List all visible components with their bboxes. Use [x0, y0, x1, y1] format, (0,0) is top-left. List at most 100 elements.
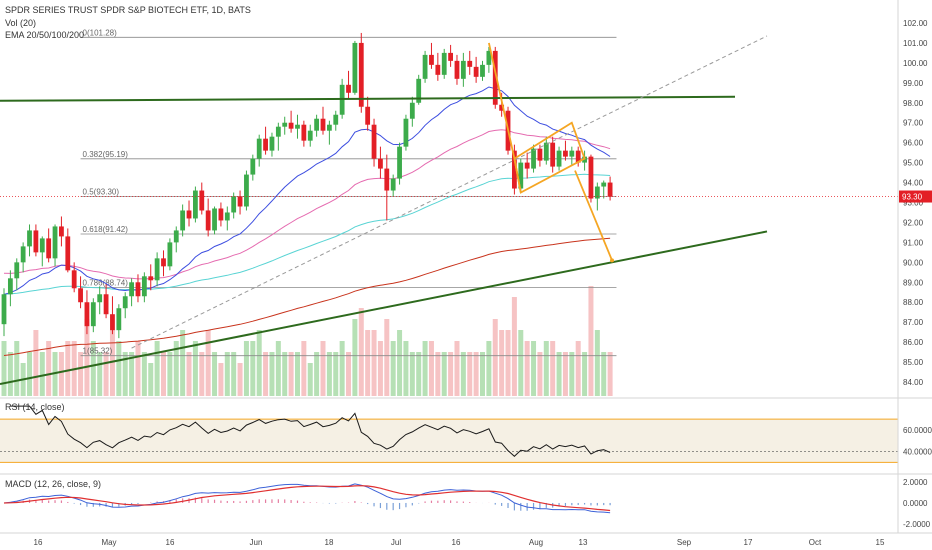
- volume-bar: [339, 341, 345, 396]
- volume-bar: [269, 352, 275, 396]
- candle-body: [492, 50, 498, 105]
- volume-bar: [524, 341, 530, 396]
- candle-body: [601, 182, 607, 187]
- candle-body: [90, 302, 96, 327]
- volume-bar: [543, 341, 549, 396]
- candle-body: [409, 102, 415, 119]
- candle-body: [524, 162, 530, 169]
- fib-level-label: 0(101.28): [83, 28, 118, 37]
- volume-bar: [148, 363, 154, 396]
- volume-bar: [594, 330, 600, 396]
- volume-bar: [33, 330, 39, 396]
- candle-body: [314, 118, 320, 131]
- volume-bar: [256, 330, 262, 396]
- volume-bar: [1, 341, 7, 396]
- volume-bar: [78, 352, 84, 396]
- candle-body: [518, 162, 524, 189]
- candle-body: [480, 64, 485, 77]
- candle-body: [333, 114, 339, 125]
- candle-body: [569, 150, 575, 157]
- volume-bar: [448, 352, 454, 396]
- volume-bar: [231, 352, 237, 396]
- macd-tick-label: -2.0000: [903, 520, 931, 529]
- candle-body: [352, 42, 358, 93]
- volume-bar: [409, 352, 415, 396]
- candle-body: [135, 282, 141, 297]
- volume-bar: [333, 352, 339, 396]
- price-tick-label: 86.00: [903, 338, 924, 347]
- candle-body: [441, 52, 447, 75]
- candle-body: [39, 238, 45, 253]
- volume-bar: [180, 330, 186, 396]
- candle-body: [193, 190, 198, 219]
- volume-bar: [550, 341, 556, 396]
- rsi-line: [10, 405, 611, 457]
- candle-body: [27, 230, 32, 247]
- volume-bar: [441, 352, 447, 396]
- price-tick-label: 92.00: [903, 218, 924, 227]
- price-tick-label: 99.00: [903, 79, 924, 88]
- candle-body: [397, 146, 402, 179]
- candle-body: [148, 276, 154, 281]
- volume-bar: [39, 352, 45, 396]
- volume-bar: [224, 352, 230, 396]
- price-tick-label: 97.00: [903, 119, 924, 128]
- volume-bar: [588, 286, 594, 396]
- trend-drawings: [0, 35, 898, 386]
- macd-legend: MACD (12, 26, close, 9): [5, 479, 101, 489]
- volume-bar: [403, 341, 409, 396]
- candle-body: [295, 124, 300, 129]
- volume-bar: [511, 297, 517, 396]
- candle-body: [320, 118, 326, 131]
- price-tick-label: 101.00: [903, 39, 928, 48]
- candle-body: [122, 296, 128, 309]
- volume-bar: [505, 330, 511, 396]
- candle-body: [435, 64, 441, 75]
- volume-bar: [154, 341, 160, 396]
- volume-legend: Vol (20): [5, 18, 36, 28]
- price-tick-label: 95.00: [903, 159, 924, 168]
- volume-bar: [212, 352, 218, 396]
- candle-body: [141, 276, 147, 297]
- time-tick-label: 18: [325, 538, 334, 547]
- volume-bar: [65, 341, 71, 396]
- candle-body: [512, 150, 517, 189]
- candle-body: [422, 54, 428, 79]
- volume-bar: [218, 363, 224, 396]
- candle-body: [346, 84, 351, 93]
- fib-level-label: 0.382(95.19): [83, 150, 129, 159]
- candle-body: [212, 208, 217, 231]
- candle-body: [59, 226, 64, 237]
- volume-bar: [480, 352, 485, 396]
- volume-bar: [263, 352, 269, 396]
- candle-body: [110, 314, 115, 331]
- candle-body: [250, 158, 256, 175]
- last-price-label: 93.30: [902, 193, 923, 202]
- price-tick-label: 100.00: [903, 59, 928, 68]
- candle-body: [71, 270, 77, 289]
- ema-100-line: [3, 173, 611, 295]
- volume-bar: [422, 341, 428, 396]
- volume-bar: [58, 352, 64, 396]
- volume-bar: [173, 341, 179, 396]
- volume-bar: [569, 352, 575, 396]
- candle-body: [486, 50, 492, 65]
- time-tick-label: May: [101, 538, 116, 547]
- time-tick-label: Aug: [529, 538, 543, 547]
- volume-bar: [326, 352, 332, 396]
- candle-body: [65, 236, 71, 271]
- ema-200-line: [3, 237, 611, 356]
- macd-tick-label: 0.0000: [903, 499, 928, 508]
- time-tick-label: 16: [166, 538, 175, 547]
- ema-legend: EMA 20/50/100/200: [5, 30, 84, 40]
- volume-bar: [14, 341, 20, 396]
- volume-bar: [307, 363, 313, 396]
- volume-bar: [288, 352, 294, 396]
- volume-bar: [90, 341, 96, 396]
- macd-line: [3, 483, 611, 514]
- fib-level-label: 0.5(93.30): [83, 188, 120, 197]
- candle-body: [556, 150, 562, 167]
- volume-bar: [601, 352, 607, 396]
